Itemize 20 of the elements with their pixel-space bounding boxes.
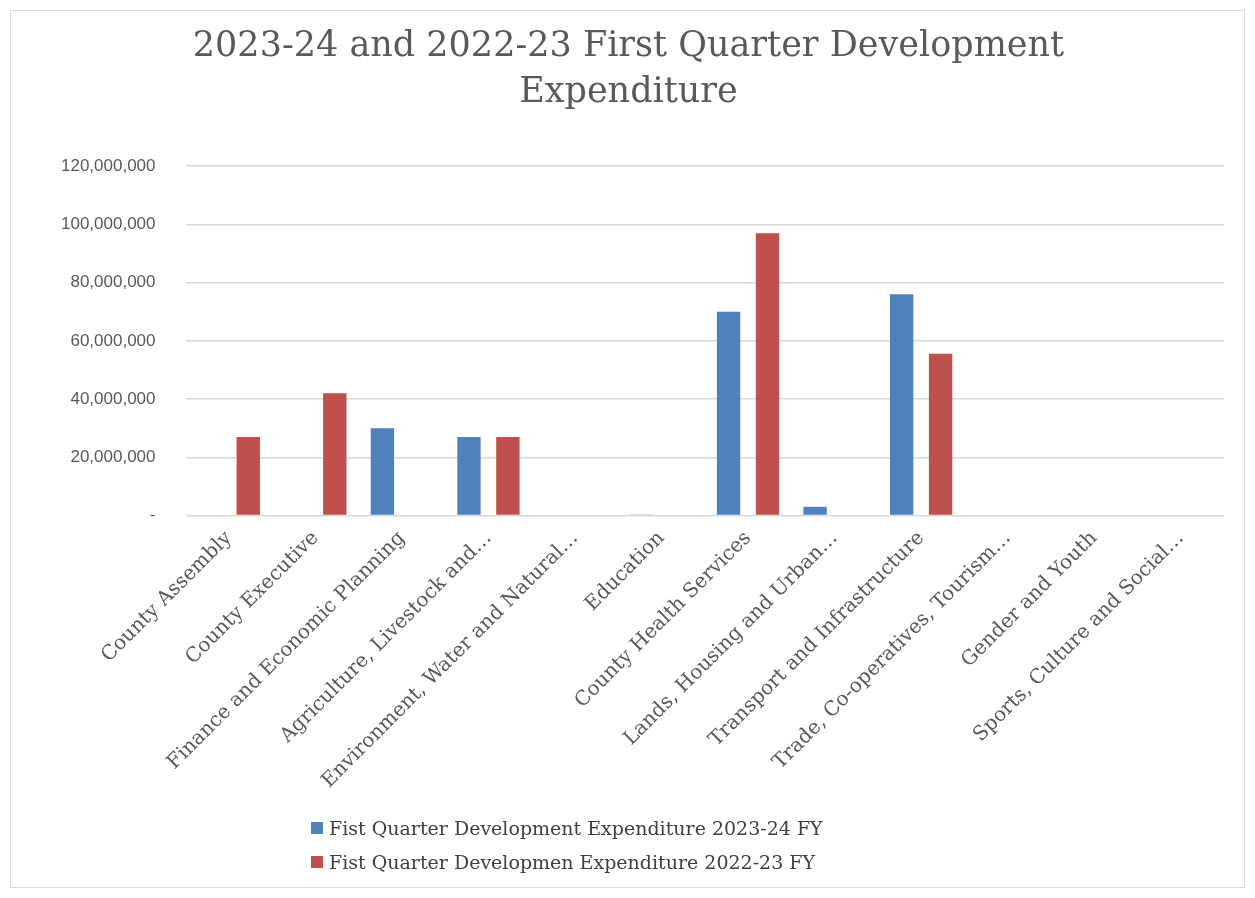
bar [496, 436, 520, 515]
bar [755, 233, 780, 515]
bar [236, 436, 260, 515]
y-tick-label: - [149, 505, 156, 525]
bar [889, 294, 914, 515]
bar [928, 353, 953, 515]
y-tick-label: 20,000,000 [70, 447, 156, 467]
bar [716, 311, 741, 515]
y-tick-label: 40,000,000 [70, 388, 156, 408]
bar [370, 428, 395, 515]
bar [323, 393, 347, 515]
bar [803, 506, 827, 515]
y-tick-label: 80,000,000 [70, 272, 156, 292]
y-tick-label: 100,000,000 [60, 214, 156, 234]
bar [457, 436, 481, 515]
legend-label: Fist Quarter Developmen Expenditure 2022-23 FY [329, 851, 816, 873]
y-tick-label: 120,000,000 [60, 155, 156, 175]
legend-label: Fist Quarter Development Expenditure 2023-24 FY [329, 817, 823, 839]
y-tick-label: 60,000,000 [70, 330, 156, 350]
chart-title: 2023-24 and 2022-23 First Quarter Development Expenditure [191, 23, 1066, 112]
